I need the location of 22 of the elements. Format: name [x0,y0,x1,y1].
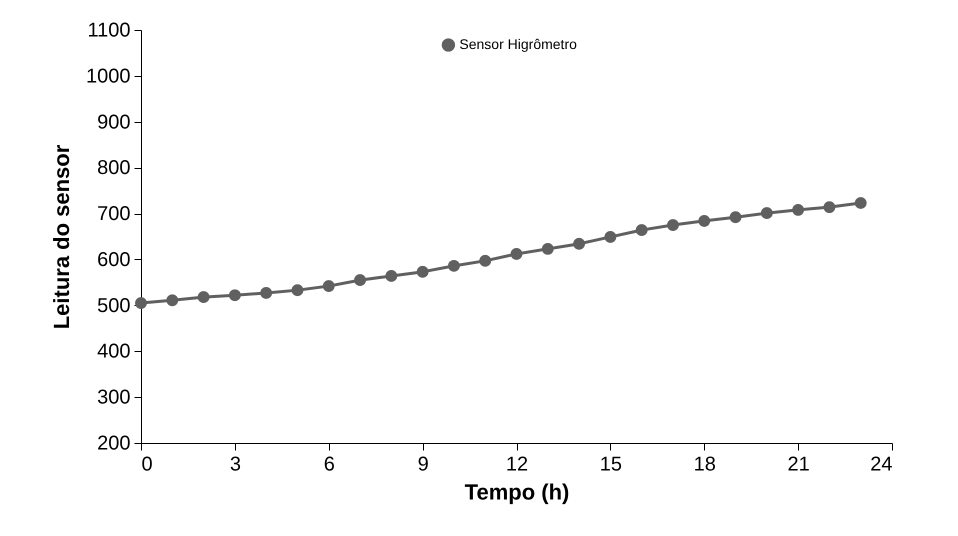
legend-label: Sensor Higrômetro [459,36,578,52]
y-axis-title: Leitura do sensor [49,144,74,330]
y-tick-label: 200 [97,432,130,454]
y-tick-label: 400 [97,340,130,363]
y-tick-label: 600 [97,248,130,271]
y-tick-label: 500 [97,294,130,317]
x-tick-label: 3 [230,454,241,476]
x-tick-label: 15 [600,454,622,476]
y-tick-label: 800 [97,157,130,180]
x-tick-label: 24 [870,454,892,476]
x-tick-label: 6 [324,454,335,476]
y-tick-label: 1000 [86,65,130,88]
y-tick-label: 1100 [87,20,130,42]
y-tick-label: 300 [97,386,130,409]
x-tick-label: 12 [506,454,528,476]
y-tick-label: 900 [97,111,130,134]
x-tick-label: 9 [418,454,429,476]
x-tick-label: 21 [788,454,810,476]
x-tick-label: 0 [142,454,153,476]
x-tick-label: 18 [694,454,716,476]
x-axis-title: Tempo (h) [464,480,570,504]
y-tick-label: 700 [97,203,130,226]
